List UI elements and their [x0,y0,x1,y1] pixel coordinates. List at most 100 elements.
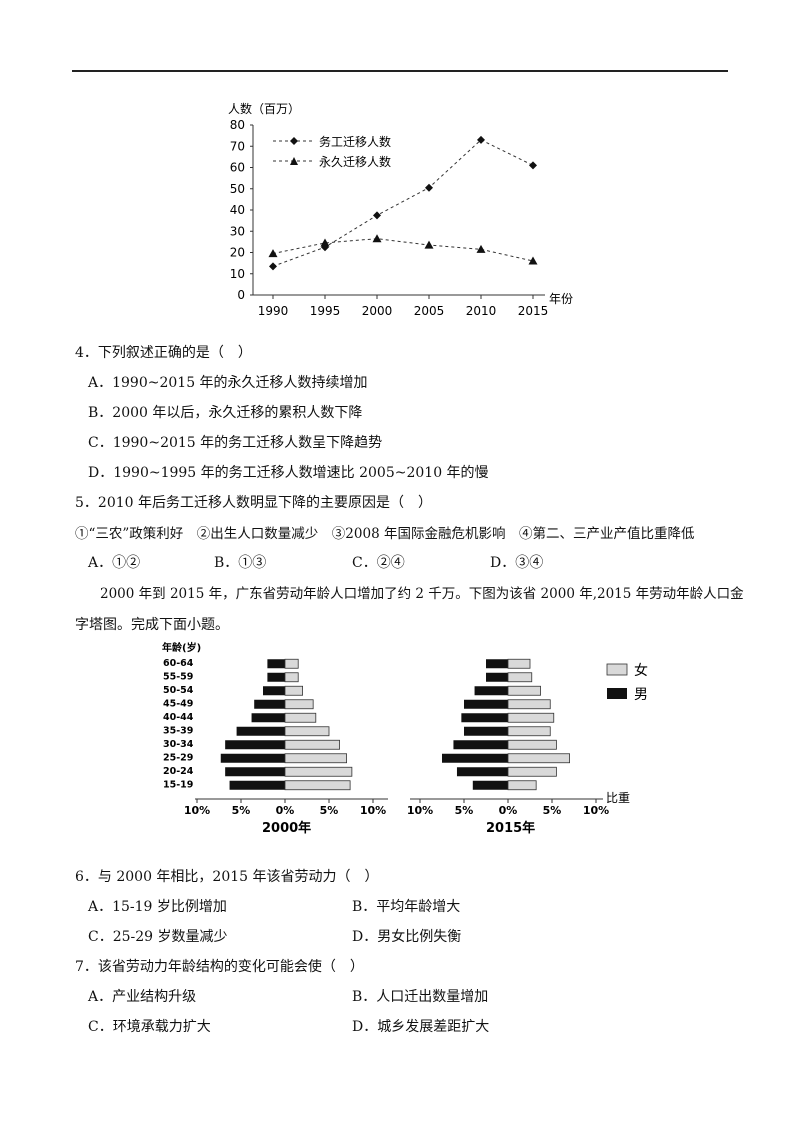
y-tick-label: 80 [230,118,245,132]
female-bar [284,672,299,683]
intro-line-2: 字塔图。完成下面小题。 [75,617,229,633]
female-bar [284,685,304,696]
permanent-migration-point [424,240,434,249]
male-bar [464,699,508,709]
pyramid-age-label: 60-64 [163,658,194,669]
q4-option-a: A．1990~2015 年的永久迁移人数持续增加 [88,375,368,391]
q5-options-line: ①“三农”政策利好 ②出生人口数量减少 ③2008 年国际金融危机影响 ④第二、… [75,526,695,542]
male-bar [267,659,285,669]
male-bar [486,672,508,682]
female-bar [507,739,557,750]
q4-option-d: D．1990~1995 年的务工迁移人数增速比 2005~2010 年的慢 [88,465,489,481]
x-tick-label: 2005 [414,304,445,318]
legend-work-label: 务工迁移人数 [319,134,391,149]
male-bar [251,713,285,723]
pyramid-x-tick-label: 5% [232,804,251,817]
pyramid-x-tick-label: 5% [543,804,562,817]
female-bar [284,726,330,737]
x-tick-label: 1995 [310,304,341,318]
permanent-migration-point [268,249,278,258]
male-bar [254,699,285,709]
legend-female-swatch [606,663,628,676]
work-migration-point [477,135,485,144]
female-bar [507,780,537,791]
female-bar [507,699,551,710]
male-bar [236,726,285,736]
female-bar [507,658,531,669]
x-tick-label: 2010 [466,304,497,318]
female-bar [507,672,533,683]
male-bar [456,767,508,777]
y-tick-label: 10 [230,267,245,281]
female-bar [284,699,314,710]
pyramid-title-2000: 2000年 [262,820,311,836]
q7-option-a: A．产业结构升级 [88,989,197,1005]
legend-male-swatch [607,688,627,699]
pyramid-x-tick-label: 10% [184,804,210,817]
permanent-migration-point [320,238,330,247]
q5-option-c: C．②④ [352,555,405,571]
work-migration-point [373,211,381,220]
q4-option-b: B．2000 年以后，永久迁移的累积人数下降 [88,405,363,421]
pyramid-age-label: 20-24 [163,766,194,777]
y-axis-label: 人数（百万） [228,101,300,116]
work-migration-point [529,161,537,170]
pyramid-ratio-label: 比重 [606,791,630,805]
header-rule [72,70,728,72]
y-tick-label: 0 [237,288,245,302]
male-bar [461,713,508,723]
q5-option-a: A．①② [88,555,141,571]
pyramid-age-label: 35-39 [163,726,193,737]
population-pyramid-chart: 年龄(岁) 60-64 55-59 50-54 45-49 40-44 35-39 30-3… [162,641,648,836]
pyramid-age-label: 15-19 [163,780,193,791]
work-migration-point [269,262,277,271]
legend-perm-label: 永久迁移人数 [319,154,391,169]
male-bar [453,740,508,750]
q6-option-b: B．平均年龄增大 [352,899,461,915]
male-bar [474,686,508,696]
pyramid-age-label: 50-54 [163,685,194,696]
pyramid-age-label: 55-59 [163,672,193,683]
q4-option-c: C．1990~2015 年的务工迁移人数呈下降趋势 [88,435,383,451]
q7-option-d: D．城乡发展差距扩大 [352,1019,490,1035]
legend-male-label: 男 [634,687,648,703]
pyramid-x-tick-label: 10% [360,804,386,817]
female-bar [284,658,299,669]
legend-triangle-icon [290,157,298,165]
male-bar [442,753,508,763]
q6-option-a: A．15-19 岁比例增加 [88,899,227,915]
x-tick-label: 1990 [258,304,289,318]
female-bar [507,712,555,723]
q5-option-d: D．③④ [490,555,544,571]
pyramid-age-label: 40-44 [163,712,194,723]
male-bar [225,740,285,750]
pyramid-age-label: 25-29 [163,753,193,764]
q7-option-c: C．环境承载力扩大 [88,1019,211,1035]
y-tick-label: 60 [230,161,245,175]
intro-line-1: 2000 年到 2015 年，广东省劳动年龄人口增加了约 2 千万。下图为该省 … [100,586,744,602]
pyramid-x-tick-label: 0% [276,804,295,817]
permanent-migration-point [528,256,538,265]
x-tick-label: 2000 [362,304,393,318]
male-bar [267,672,285,682]
q6-stem: 6．与 2000 年相比，2015 年该省劳动力（ ） [75,869,379,885]
legend-female-label: 女 [634,662,648,679]
pyramid-age-label: 45-49 [163,699,193,710]
q6-option-d: D．男女比例失衡 [352,929,462,945]
male-bar [263,686,285,696]
male-bar [472,780,508,790]
pyramid-age-header: 年龄(岁) [162,641,201,654]
work-migration-line [272,139,534,267]
pyramid-x-tick-label: 5% [455,804,474,817]
male-bar [225,767,285,777]
female-bar [284,780,351,791]
female-bar [507,766,557,777]
female-bar [507,685,541,696]
pyramid-x-tick-label: 5% [320,804,339,817]
female-bar [284,753,347,764]
x-tick-label: 2015 [518,304,549,318]
x-axis-label: 年份 [549,292,573,306]
q7-stem: 7．该省劳动力年龄结构的变化可能会使（ ） [75,959,364,975]
q5-option-b: B．①③ [214,555,267,571]
q4-stem: 4．下列叙述正确的是（ ） [75,345,252,361]
